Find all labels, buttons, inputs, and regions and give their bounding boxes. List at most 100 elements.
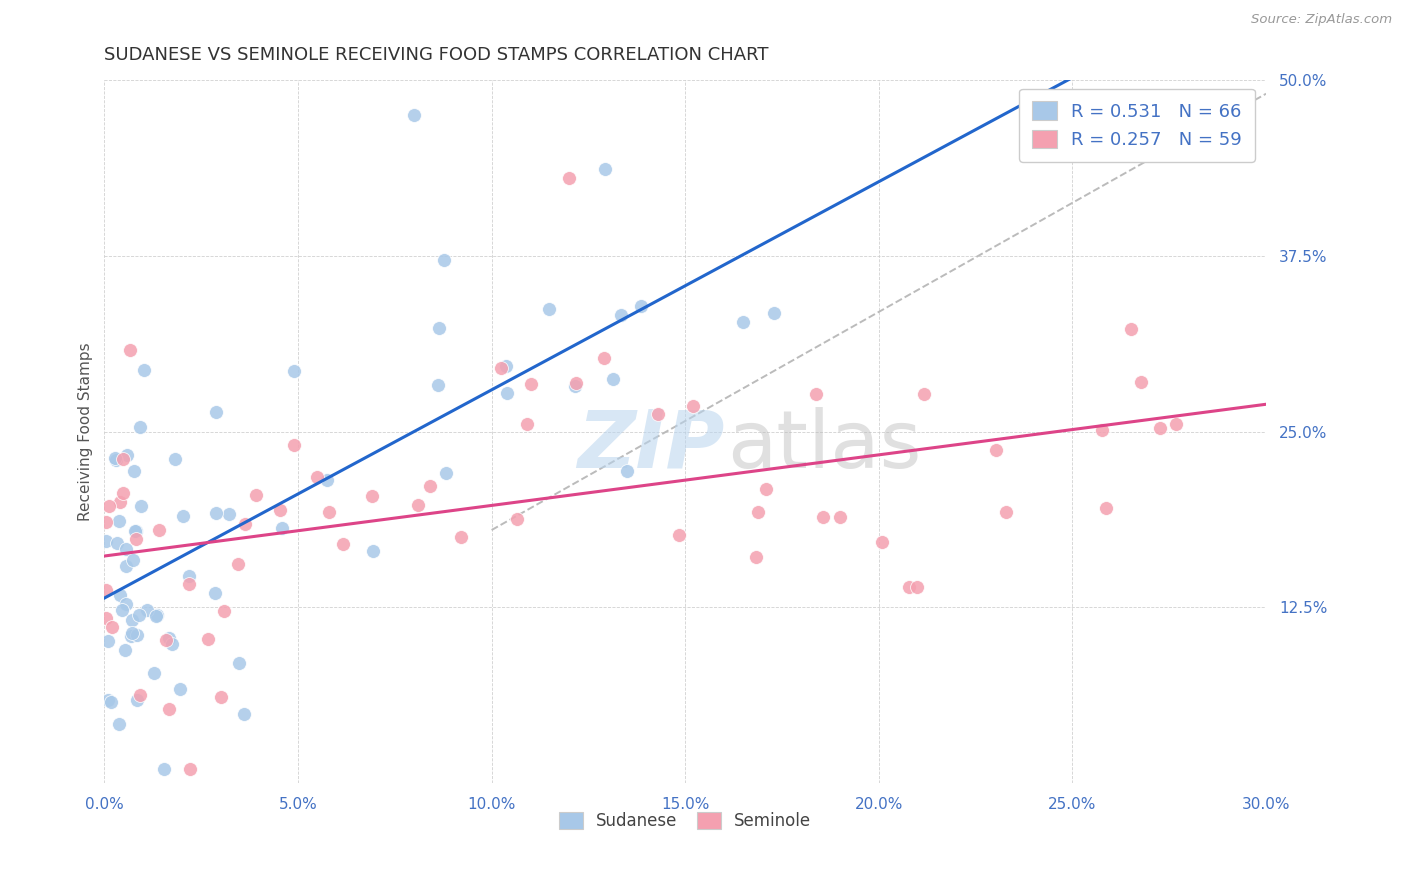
Point [179,577,201,591]
Point [232,706,254,721]
Point [914,386,936,401]
Point [179,762,201,776]
Point [197,632,219,646]
Point [218,507,240,521]
Point [108,588,131,602]
Point [96,534,118,549]
Point [419,478,441,492]
Point [153,762,176,776]
Point [115,448,138,462]
Point [1091,424,1114,438]
Point [111,603,134,617]
Point [318,505,340,519]
Text: Source: ZipAtlas.com: Source: ZipAtlas.com [1251,13,1392,27]
Point [506,512,529,526]
Point [828,510,851,524]
Point [226,558,249,572]
Point [668,528,690,542]
Point [630,300,652,314]
Point [491,360,513,375]
Point [115,541,138,556]
Point [360,489,382,503]
Point [565,376,588,391]
Point [177,569,200,583]
Point [762,306,785,320]
Point [96,633,118,648]
Point [111,451,134,466]
Point [228,656,250,670]
Point [163,451,186,466]
Point [114,643,136,657]
Point [610,308,633,322]
Point [145,609,167,624]
Point [172,509,194,524]
Point [108,514,131,528]
Point [733,315,755,329]
Point [101,620,124,634]
Point [1121,322,1143,336]
Point [120,629,142,643]
Point [120,343,142,358]
Point [495,359,517,373]
Point [146,608,169,623]
Point [283,438,305,452]
Point [125,524,148,539]
Point [169,682,191,697]
Point [100,695,122,709]
Point [96,583,118,598]
Point [136,603,159,617]
Point [432,253,454,268]
Point [97,500,120,514]
Point [128,607,150,622]
Point [132,363,155,377]
Point [105,536,128,550]
Point [129,688,152,702]
Point [984,443,1007,458]
Point [233,516,256,531]
Point [110,494,132,508]
Point [157,631,180,645]
Point [434,467,457,481]
Point [602,372,624,386]
Point [361,544,384,558]
Point [204,586,226,600]
Point [404,108,426,122]
Point [269,503,291,517]
Point [104,450,127,465]
Point [212,604,235,618]
Point [148,523,170,537]
Point [143,665,166,680]
Point [747,505,769,519]
Point [270,521,292,535]
Point [745,550,768,565]
Point [121,626,143,640]
Point [406,498,429,512]
Point [593,162,616,177]
Point [905,581,928,595]
Text: SUDANESE VS SEMINOLE RECEIVING FOOD STAMPS CORRELATION CHART: SUDANESE VS SEMINOLE RECEIVING FOOD STAM… [104,46,769,64]
Point [316,473,339,487]
Point [427,321,450,335]
Point [122,464,145,478]
Point [495,386,517,401]
Point [108,717,131,731]
Point [162,637,184,651]
Point [1095,501,1118,516]
Point [1166,417,1188,431]
Point [1130,376,1153,390]
Point [616,465,638,479]
Point [564,379,586,393]
Legend: Sudanese, Seminole: Sudanese, Seminole [551,804,820,838]
Point [811,509,834,524]
Point [897,580,920,594]
Point [209,690,232,704]
Point [96,611,118,625]
Point [112,486,135,500]
Point [114,597,136,611]
Point [125,693,148,707]
Point [205,405,228,419]
Point [870,535,893,549]
Point [426,377,449,392]
Point [450,530,472,544]
Text: atlas: atlas [727,407,922,484]
